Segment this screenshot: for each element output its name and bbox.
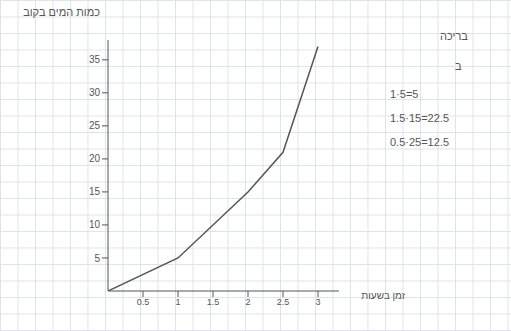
html-text:זמן בשעות: זמן בשעות [361,290,405,301]
html-text:1.5·15=22.5: 1.5·15=22.5 [390,112,449,124]
svg-text:10: 10 [89,219,101,230]
svg-text:15: 15 [89,186,101,197]
svg-text:0.5: 0.5 [137,297,150,307]
svg-text:1: 1 [175,297,180,307]
html-text:1·5=5: 1·5=5 [390,88,419,100]
svg-text:30: 30 [89,87,101,98]
svg-text:35: 35 [89,54,101,65]
svg-text:2.5: 2.5 [277,297,290,307]
svg-text:5: 5 [94,253,100,264]
svg-text:3: 3 [315,297,320,307]
svg-text:2: 2 [245,297,250,307]
html-text:ב: ב [455,60,462,72]
html-text:כמות המים בקוב: כמות המים בקוב [23,6,100,18]
svg-text:1.5: 1.5 [207,297,220,307]
svg-text:25: 25 [89,120,101,131]
html-text:בריכה: בריכה [440,30,468,42]
html-text:0.5·25=12.5: 0.5·25=12.5 [390,136,449,148]
svg-text:20: 20 [89,153,101,164]
